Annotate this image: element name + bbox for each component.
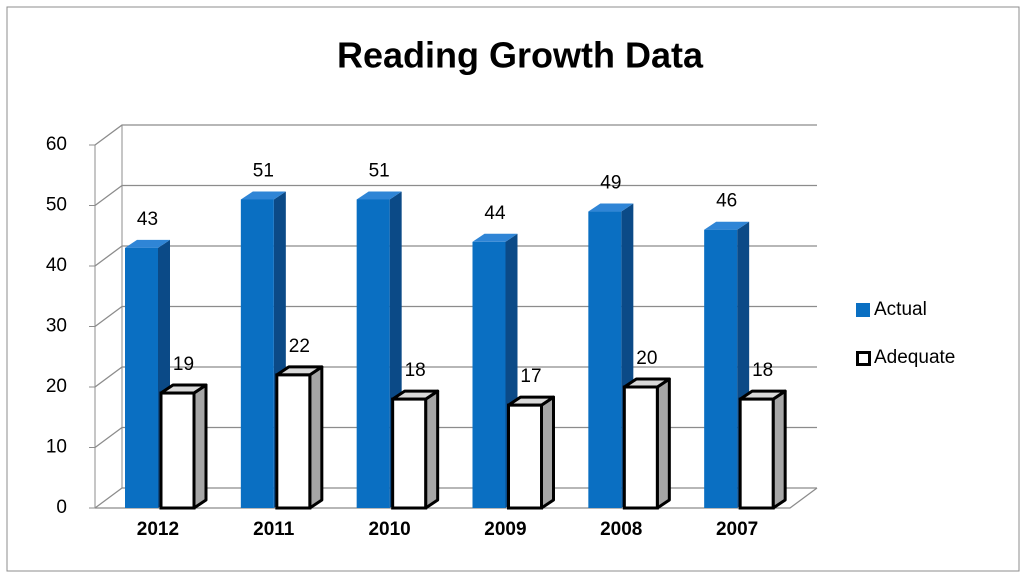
grid-line xyxy=(94,245,817,267)
bar-front xyxy=(738,397,775,510)
x-tick-label: 2011 xyxy=(253,519,295,540)
bar xyxy=(391,389,440,510)
bar-top xyxy=(588,203,634,212)
value-label: 19 xyxy=(173,354,194,375)
bar-side xyxy=(308,365,324,510)
y-tick-label: 0 xyxy=(56,497,67,518)
bar-side xyxy=(192,383,208,510)
y-tick-label: 60 xyxy=(46,134,67,155)
bar-top xyxy=(356,191,402,200)
value-label: 49 xyxy=(600,173,621,194)
grid-line xyxy=(94,305,817,328)
y-tick-label: 20 xyxy=(46,376,67,397)
bar-front xyxy=(356,199,390,508)
bar-side xyxy=(655,377,671,510)
value-label: 51 xyxy=(253,160,274,181)
bar xyxy=(622,377,671,510)
value-label: 43 xyxy=(137,209,158,230)
bar-front xyxy=(507,403,543,510)
x-tick-label: 2012 xyxy=(137,519,179,540)
legend-swatch xyxy=(856,351,871,366)
bar-side xyxy=(540,395,555,510)
x-tick-label: 2009 xyxy=(484,519,526,540)
bar-front xyxy=(588,211,622,509)
bar xyxy=(275,365,324,510)
value-label: 51 xyxy=(369,160,390,181)
grid-line xyxy=(94,487,817,509)
bar xyxy=(240,191,286,508)
bar-top xyxy=(240,191,286,200)
bar xyxy=(507,395,555,510)
value-label: 22 xyxy=(289,336,310,357)
bar xyxy=(704,221,750,508)
x-tick-label: 2008 xyxy=(600,519,642,540)
value-label: 18 xyxy=(752,360,773,381)
bar-front xyxy=(391,397,428,510)
value-label: 18 xyxy=(405,360,426,381)
grid-line xyxy=(94,184,817,207)
bar-side xyxy=(771,389,787,510)
legend-label: Adequate xyxy=(874,347,955,368)
bar-top xyxy=(472,233,518,242)
value-label: 20 xyxy=(636,348,657,369)
x-tick-label: 2007 xyxy=(716,519,758,540)
y-tick-label: 30 xyxy=(46,316,67,337)
bar xyxy=(159,383,208,510)
bar-front xyxy=(159,391,196,510)
y-tick-label: 50 xyxy=(46,195,67,216)
bar-front xyxy=(622,385,659,510)
y-tick-label: 40 xyxy=(46,255,67,276)
legend-swatch xyxy=(856,303,870,317)
value-label: 46 xyxy=(716,191,737,212)
grid-line xyxy=(94,366,817,388)
bar-front xyxy=(472,241,506,509)
bar xyxy=(738,389,787,510)
chart-title: Reading Growth Data xyxy=(337,35,704,76)
grid-line xyxy=(94,426,817,449)
bar-front xyxy=(704,229,738,508)
bar-front xyxy=(240,199,274,508)
floor xyxy=(95,487,818,509)
bar-side xyxy=(424,389,440,510)
bar-front xyxy=(125,247,158,508)
bar-front xyxy=(275,373,312,510)
y-tick-label: 10 xyxy=(46,437,67,458)
bar-top xyxy=(125,239,170,248)
grid-line xyxy=(94,124,817,146)
x-tick-label: 2010 xyxy=(368,519,410,540)
value-label: 17 xyxy=(520,366,541,387)
value-label: 44 xyxy=(484,203,506,224)
legend-label: Actual xyxy=(874,299,927,320)
bar-top xyxy=(704,221,750,230)
